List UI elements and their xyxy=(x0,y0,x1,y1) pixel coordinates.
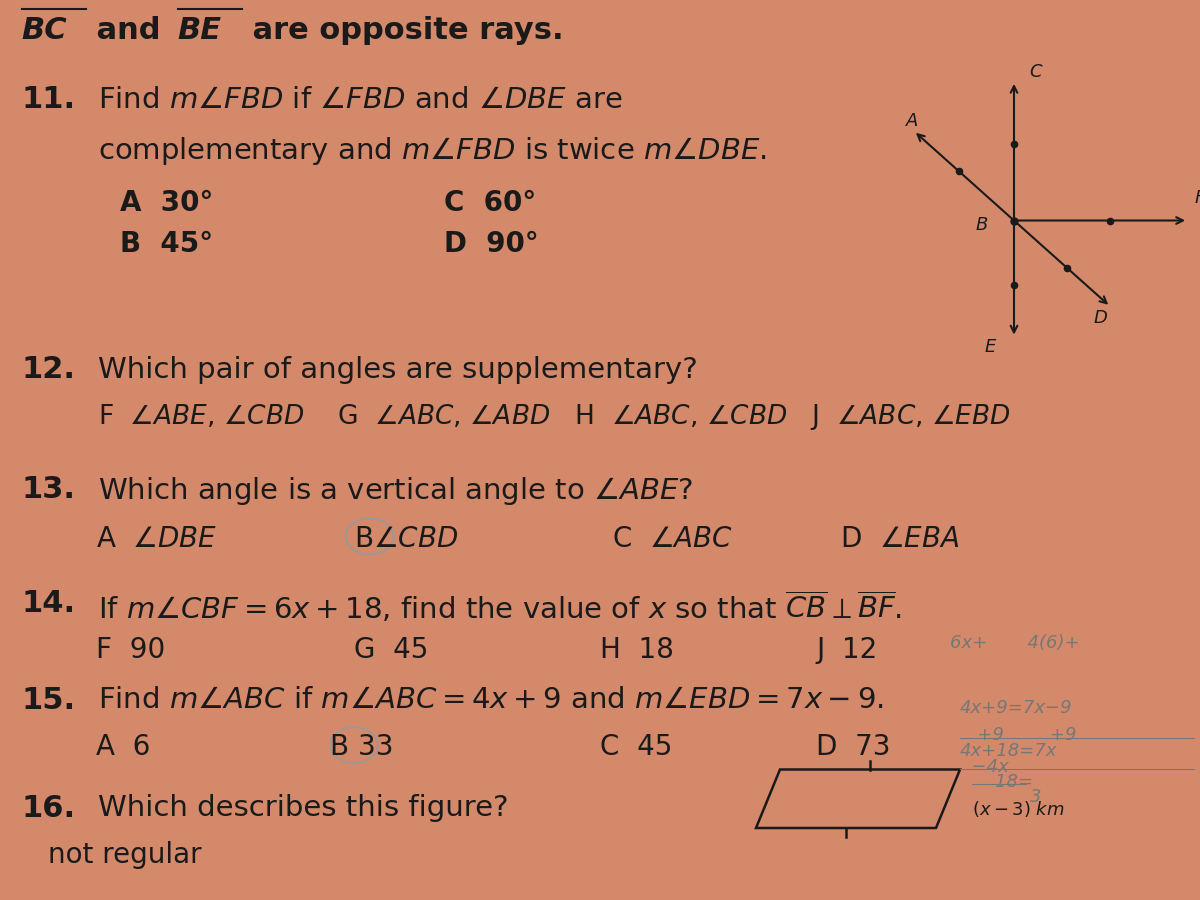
Text: 11.: 11. xyxy=(22,86,76,114)
Text: D  90°: D 90° xyxy=(444,230,539,257)
Text: B  45°: B 45° xyxy=(120,230,214,257)
Text: F: F xyxy=(1195,189,1200,207)
Text: C  45: C 45 xyxy=(600,733,672,760)
Text: D  73: D 73 xyxy=(816,733,890,760)
Text: 16.: 16. xyxy=(22,794,76,823)
Text: 4x+18=7x: 4x+18=7x xyxy=(960,742,1057,760)
Text: A  $\angle DBE$: A $\angle DBE$ xyxy=(96,525,217,553)
Text: If $m\angle CBF = 6x + 18$, find the value of $x$ so that $\overline{CB} \perp \: If $m\angle CBF = 6x + 18$, find the val… xyxy=(98,590,902,625)
Text: E: E xyxy=(984,338,996,356)
Text: A  6: A 6 xyxy=(96,733,150,760)
Text: Which angle is a vertical angle to $\angle ABE$?: Which angle is a vertical angle to $\ang… xyxy=(98,475,694,508)
Text: 18=: 18= xyxy=(972,773,1033,791)
Text: D: D xyxy=(1093,309,1108,327)
Text: Find $m\angle FBD$ if $\angle FBD$ and $\angle DBE$ are: Find $m\angle FBD$ if $\angle FBD$ and $… xyxy=(98,86,623,113)
Text: and: and xyxy=(86,16,172,45)
Text: H  18: H 18 xyxy=(600,636,674,664)
Text: C: C xyxy=(1030,63,1042,81)
Text: 4x+9=7x−9: 4x+9=7x−9 xyxy=(960,699,1073,717)
Text: Which pair of angles are supplementary?: Which pair of angles are supplementary? xyxy=(98,356,698,383)
Text: B: B xyxy=(976,216,988,234)
Text: are opposite rays.: are opposite rays. xyxy=(242,16,564,45)
Text: C  $\angle ABC$: C $\angle ABC$ xyxy=(612,525,733,553)
Text: B 33: B 33 xyxy=(330,733,394,760)
Text: C  60°: C 60° xyxy=(444,189,536,217)
Text: A  30°: A 30° xyxy=(120,189,214,217)
Text: +9        +9: +9 +9 xyxy=(960,726,1076,744)
Text: G  45: G 45 xyxy=(354,636,428,664)
Text: 14.: 14. xyxy=(22,590,76,618)
Text: complementary and $m\angle FBD$ is twice $m\angle DBE$.: complementary and $m\angle FBD$ is twice… xyxy=(98,135,767,167)
Text: 6x+       4(6)+: 6x+ 4(6)+ xyxy=(950,634,1080,652)
Text: F  $\angle ABE$, $\angle CBD$    G  $\angle ABC$, $\angle ABD$   H  $\angle ABC$: F $\angle ABE$, $\angle CBD$ G $\angle A… xyxy=(98,402,1012,432)
Text: 3: 3 xyxy=(984,788,1042,806)
Text: Which describes this figure?: Which describes this figure? xyxy=(98,794,509,822)
Text: not regular: not regular xyxy=(48,841,202,868)
Text: 12.: 12. xyxy=(22,356,76,384)
Text: −4x: −4x xyxy=(960,758,1009,776)
Text: BC: BC xyxy=(22,16,67,45)
Text: BE: BE xyxy=(178,16,222,45)
Text: Find $m\angle ABC$ if $m\angle ABC = 4x + 9$ and $m\angle EBD = 7x - 9$.: Find $m\angle ABC$ if $m\angle ABC = 4x … xyxy=(98,686,884,714)
Text: J  12: J 12 xyxy=(816,636,877,664)
Text: A: A xyxy=(906,112,918,130)
Text: D  $\angle EBA$: D $\angle EBA$ xyxy=(840,525,960,553)
Text: B$\angle CBD$: B$\angle CBD$ xyxy=(354,525,458,553)
Text: 13.: 13. xyxy=(22,475,76,504)
Text: $(x-3)$ km: $(x-3)$ km xyxy=(972,799,1064,819)
Text: 15.: 15. xyxy=(22,686,76,715)
Text: F  90: F 90 xyxy=(96,636,166,664)
